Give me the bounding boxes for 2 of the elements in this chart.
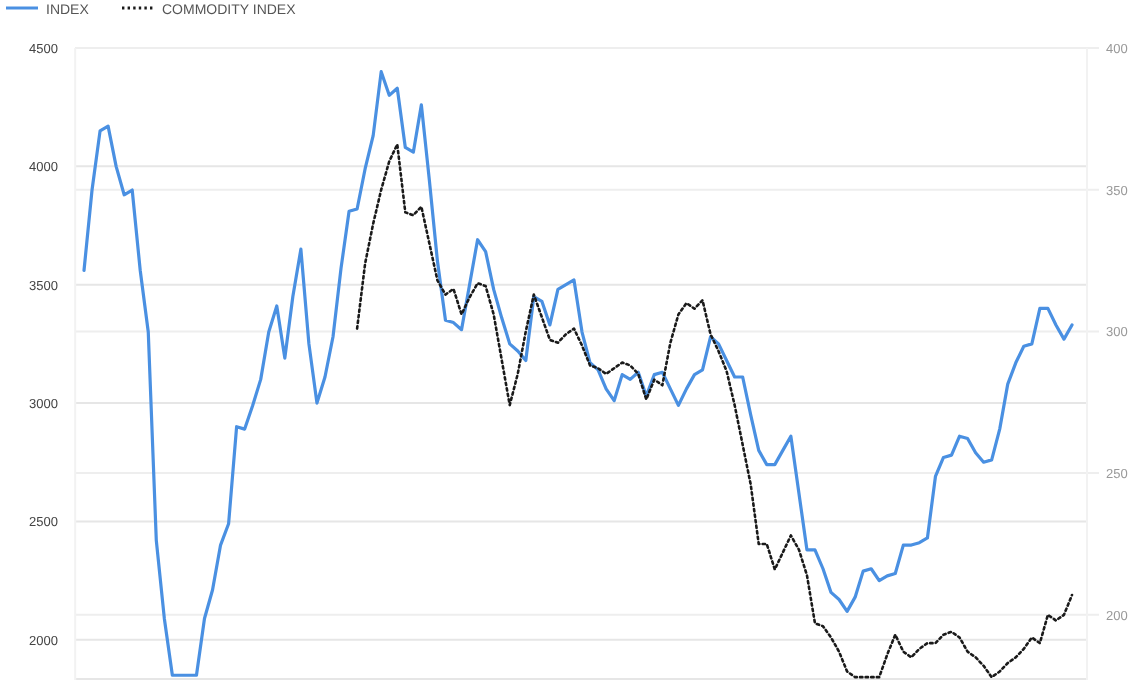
line-series <box>355 143 1074 679</box>
line-series <box>82 70 1074 677</box>
